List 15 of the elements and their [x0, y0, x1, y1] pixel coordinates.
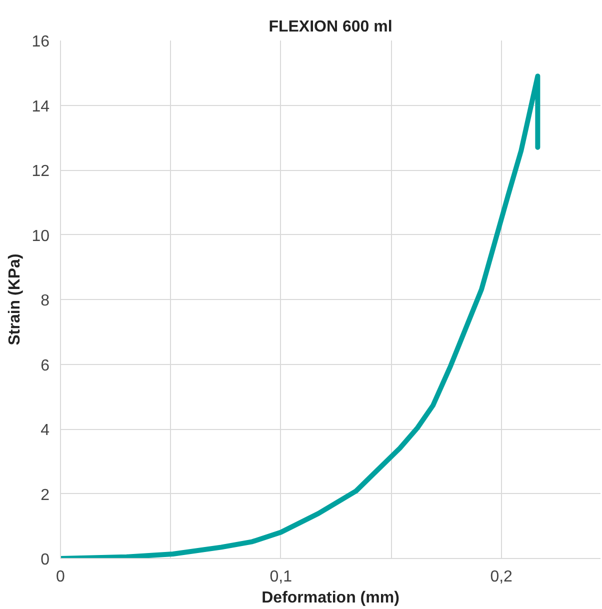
- chart-title: FLEXION 600 ml: [268, 18, 392, 36]
- y-tick-label: 0: [40, 552, 50, 568]
- y-tick-label: 6: [40, 357, 50, 374]
- x-tick-label: 0,1: [270, 568, 292, 586]
- y-tick-label: 14: [32, 98, 50, 116]
- x-tick-label: 0,2: [490, 568, 513, 586]
- y-tick-label: 10: [32, 228, 50, 245]
- y-tick-label: 2: [40, 486, 50, 504]
- y-tick-label: 8: [40, 292, 50, 310]
- x-tick-label: 0: [56, 568, 66, 586]
- y-tick-label: 16: [32, 34, 50, 50]
- x-axis-title: Deformation (mm): [262, 590, 400, 606]
- y-axis-title: Strain (KPa): [6, 254, 24, 346]
- y-tick-label: 4: [40, 422, 50, 439]
- y-tick-label: 12: [32, 163, 50, 180]
